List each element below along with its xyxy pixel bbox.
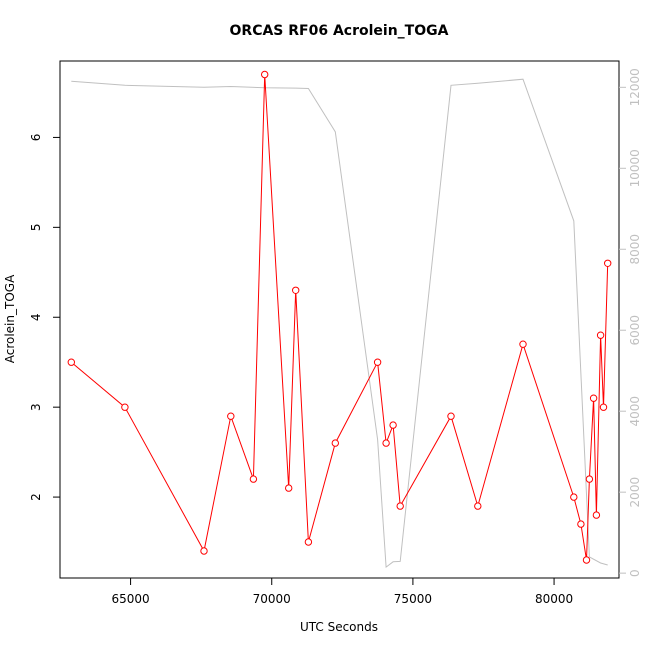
y-tick-label-0: 2 (29, 493, 43, 501)
chart-title: ORCAS RF06 Acrolein_TOGA (230, 23, 449, 39)
series-0-point-20 (585, 475, 594, 483)
series-0-point-21 (589, 394, 598, 402)
plot-frame (59, 60, 620, 579)
y2-tick-label-0: 0 (628, 569, 642, 577)
series-0-point-18 (577, 520, 585, 528)
x-axis-label: UTC Seconds (300, 620, 378, 634)
series-0-point-15 (474, 502, 482, 510)
series-0-point-19 (582, 556, 591, 564)
y-axis-left: 2 3 4 5 6 (29, 134, 60, 501)
x-tick-label-0: 65000 (111, 592, 149, 606)
series-0-point-9 (331, 439, 339, 447)
series-0-point-17 (570, 493, 578, 501)
series-1-line (71, 78, 608, 569)
series-0-point-1 (121, 403, 129, 411)
x-tick-label-2: 75000 (394, 592, 432, 606)
y2-tick-label-5: 10000 (628, 149, 642, 187)
series-0-point-5 (261, 70, 269, 79)
y2-tick-label-6: 12000 (628, 68, 642, 106)
y-tick-label-2: 4 (29, 313, 43, 321)
series-0-point-0 (67, 358, 76, 366)
series-0-line (70, 74, 609, 561)
y2-tick-label-3: 6000 (628, 315, 642, 346)
series-0-point-14 (447, 412, 455, 420)
x-axis: 65000 70000 75000 80000 (111, 578, 573, 606)
y-tick-label-4: 6 (29, 134, 43, 142)
x-tick-label-3: 80000 (535, 592, 573, 606)
series-0-point-3 (227, 412, 235, 420)
y2-tick-label-1: 2000 (628, 477, 642, 508)
series-0-point-12 (389, 421, 397, 429)
series-left-line-group (67, 70, 612, 564)
series-0-point-22 (592, 511, 601, 519)
series-0-point-23 (596, 331, 605, 339)
series-0-point-4 (249, 475, 258, 483)
y-axis-label: Acrolein_TOGA (3, 274, 17, 363)
series-0-point-8 (304, 538, 313, 546)
y-tick-label-3: 5 (29, 224, 43, 232)
series-0-point-6 (285, 484, 293, 492)
y-tick-label-1: 3 (29, 403, 43, 411)
series-right-line-group (71, 78, 608, 569)
y2-tick-label-2: 4000 (628, 396, 642, 427)
y-axis-right: 0 2000 4000 6000 8000 10000 12000 (619, 68, 642, 577)
series-0-point-25 (604, 259, 612, 267)
series-0-point-16 (519, 340, 527, 348)
series-0-point-7 (292, 286, 300, 294)
series-0-point-2 (200, 547, 208, 555)
x-tick-label-1: 70000 (253, 592, 291, 606)
y2-tick-label-4: 8000 (628, 234, 642, 265)
series-0-point-11 (382, 439, 390, 447)
series-0-point-24 (599, 403, 608, 411)
series-0-point-13 (396, 502, 404, 510)
series-0-point-10 (373, 358, 382, 366)
